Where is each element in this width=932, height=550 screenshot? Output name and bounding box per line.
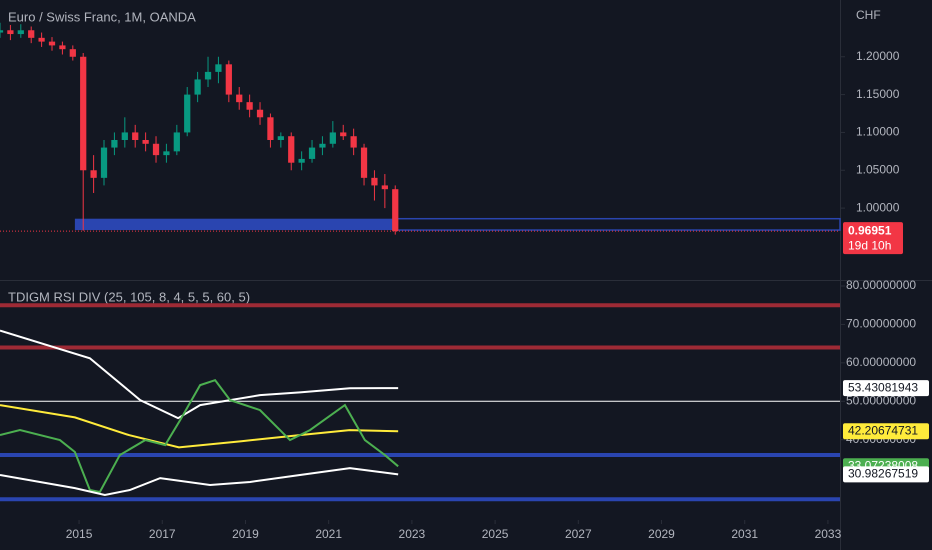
last-value-label: 30.98267519 — [848, 467, 918, 481]
y-tick-label: 60.00000000 — [846, 355, 916, 369]
candle-body — [215, 64, 222, 72]
last-price-label: 0.96951 — [848, 223, 892, 237]
candle-body — [173, 132, 180, 152]
chart-title: Euro / Swiss Franc, 1M, OANDA — [8, 9, 196, 24]
candle-body — [184, 94, 191, 133]
candle-body — [48, 41, 56, 46]
candle-body — [225, 64, 232, 95]
x-tick-label: 2015 — [66, 527, 93, 541]
x-tick-label: 2031 — [731, 527, 758, 541]
last-value-box — [843, 423, 929, 440]
candle-body — [371, 177, 378, 186]
candle-body — [350, 136, 357, 148]
candle-body — [80, 56, 87, 171]
candle-body — [392, 189, 399, 232]
candle-body — [246, 102, 253, 110]
candle-body — [236, 94, 243, 103]
candle-body — [132, 132, 139, 140]
last-price-box — [843, 222, 903, 255]
candle-body — [329, 132, 336, 144]
x-tick-label: 2023 — [399, 527, 426, 541]
last-value-box — [843, 380, 929, 397]
candle-body — [69, 49, 76, 57]
candle-body — [17, 30, 24, 35]
candle-body — [267, 117, 274, 140]
indicator-line — [0, 467, 399, 497]
x-tick-label: 2033 — [815, 527, 842, 541]
candle-body — [163, 151, 170, 156]
y-tick-label: 1.10000 — [856, 125, 900, 139]
candle-body — [121, 132, 128, 140]
y-tick-label: 1.15000 — [856, 87, 900, 101]
candle-body — [142, 140, 149, 144]
x-tick-label: 2021 — [315, 527, 342, 541]
y-tick-label: 80.00000000 — [846, 278, 916, 292]
currency-label: CHF — [856, 8, 881, 22]
x-tick-label: 2017 — [149, 527, 176, 541]
candle-body — [381, 185, 388, 190]
candle-body — [38, 37, 45, 42]
candle-body — [308, 147, 316, 159]
y-tick-label: 1.05000 — [856, 162, 900, 176]
candle-body — [319, 143, 326, 148]
candle-body — [152, 143, 160, 156]
candle-body — [111, 140, 118, 148]
y-tick-label: 1.00000 — [856, 200, 900, 214]
indicator-title: TDIGM RSI DIV (25, 105, 8, 4, 5, 5, 60, … — [8, 289, 250, 304]
candle-body — [100, 147, 108, 178]
last-value-label: 42.20674731 — [848, 423, 918, 437]
support-zone — [74, 218, 396, 231]
candle-body — [28, 30, 35, 38]
candle-body — [256, 109, 264, 118]
candle-body — [277, 136, 284, 140]
candle-body — [59, 45, 66, 50]
y-tick-label: 70.00000000 — [846, 317, 916, 331]
candle-body — [7, 30, 14, 35]
last-value-box — [843, 466, 929, 483]
x-tick-label: 2025 — [482, 527, 509, 541]
indicator-line — [0, 404, 399, 449]
candle-body — [340, 132, 347, 137]
candle-body — [360, 147, 368, 178]
y-tick-label: 50.00000000 — [846, 393, 916, 407]
x-tick-label: 2019 — [232, 527, 259, 541]
candle-body — [288, 136, 295, 163]
indicator-line — [0, 378, 399, 494]
candle-body — [90, 170, 97, 178]
candle-body — [298, 158, 305, 163]
countdown-label: 19d 10h — [848, 238, 891, 252]
indicator-line — [0, 329, 399, 420]
x-tick-label: 2029 — [648, 527, 675, 541]
y-tick-label: 1.20000 — [856, 49, 900, 63]
candle-body — [204, 71, 212, 80]
last-value-label: 53.43081943 — [848, 380, 918, 394]
x-tick-label: 2027 — [565, 527, 592, 541]
candle-body — [194, 79, 201, 95]
candle-body — [0, 30, 4, 33]
